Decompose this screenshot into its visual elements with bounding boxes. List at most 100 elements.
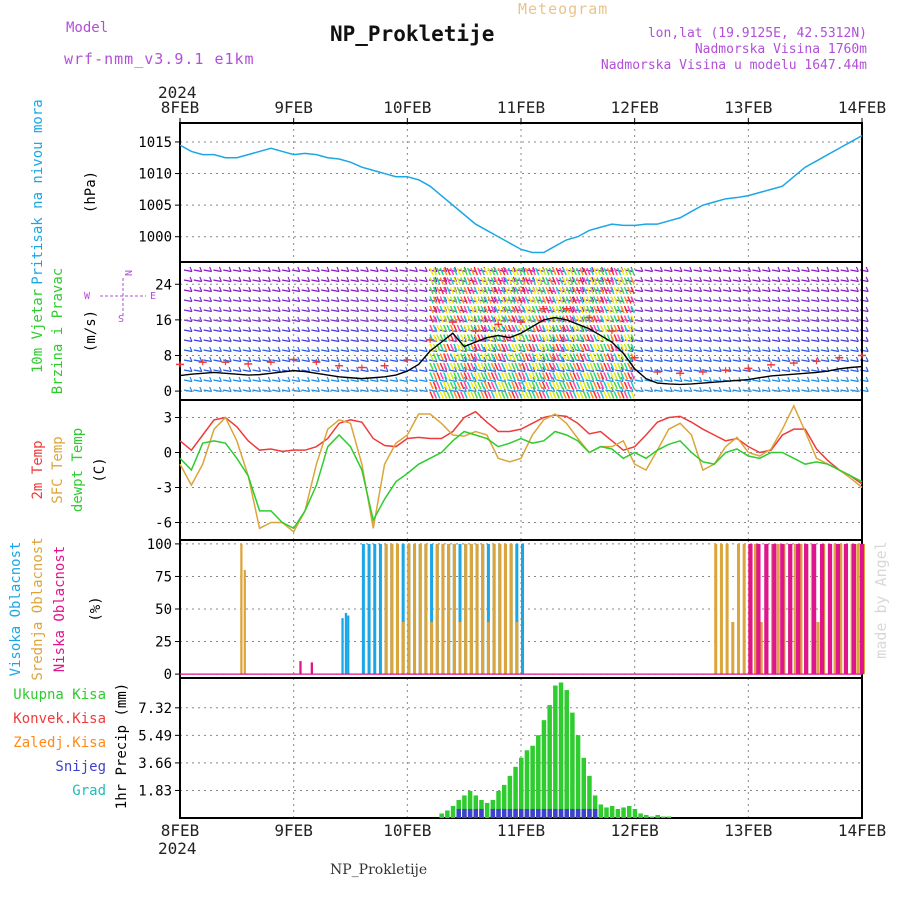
wind-barb [556, 339, 565, 343]
low-cloud-bar [756, 543, 761, 675]
wind-barb-strong [569, 286, 574, 295]
wind-barb-tick [865, 266, 869, 272]
snow-bar [496, 808, 501, 818]
wind-barb-strong [562, 391, 567, 399]
wind-barb [752, 369, 761, 373]
wind-barb-strong [521, 305, 526, 314]
wind-barb-tick [522, 266, 526, 272]
wind-barb-tick [561, 346, 565, 352]
wind-barb-tick [316, 316, 320, 322]
wind-barb [703, 339, 712, 343]
wind-barb-strong [453, 305, 458, 314]
wind-barb-tick [708, 306, 712, 312]
wind-barb-tick [336, 316, 340, 322]
wind-barb-tick [659, 266, 663, 272]
wind-barb [419, 279, 428, 283]
wind-barb-strong [453, 324, 458, 333]
wind-barb [683, 309, 692, 313]
wind-barb-tick [395, 316, 399, 322]
low-cloud-bar [843, 543, 849, 675]
mid-cloud-bar [418, 543, 422, 675]
wind-barb-strong [466, 334, 472, 342]
wind-barb-tick [767, 336, 771, 342]
temp-ylabel-2m: 2m Temp [30, 440, 46, 499]
wind-barb-tick [679, 376, 683, 382]
wind-barb [487, 379, 496, 383]
wind-barb [379, 329, 389, 333]
wind-barb [664, 349, 673, 353]
wind-barb-strong [453, 372, 458, 380]
wind-barb-strong [429, 362, 434, 371]
wind-barb [183, 329, 193, 333]
wind-barb [664, 319, 673, 323]
wind-barb-strong [593, 267, 598, 276]
wind-barb-strong [565, 372, 571, 380]
wind-barb-tick [748, 266, 752, 272]
precip-bar [484, 802, 490, 818]
wind-barb-tick [414, 316, 418, 322]
snow-bar [581, 808, 587, 818]
wind-barb [409, 319, 418, 323]
wind-barb-strong [552, 334, 557, 342]
wind-barb [232, 299, 242, 303]
wind-barb-strong [446, 286, 451, 295]
wind-barb-strong [593, 372, 598, 380]
wind-barb [428, 369, 438, 373]
wind-barb [301, 279, 310, 283]
wind-barb [762, 299, 771, 303]
wind-barb-strong [572, 334, 577, 342]
wind-barb-strong [460, 305, 465, 314]
wind-barb [850, 269, 859, 273]
pressure-ytick-label: 1015 [138, 135, 172, 151]
wind-barb-tick [610, 356, 614, 362]
wind-barb-strong [521, 353, 526, 361]
wind-barb-tick [326, 376, 330, 382]
wind-barb [850, 359, 859, 363]
mid-cloud-bar [492, 543, 496, 675]
wind-barb-tick [708, 286, 712, 292]
wind-barb-tick [846, 376, 850, 382]
station-elevation: Nadmorska Visina 1760m [694, 42, 867, 57]
wind-barb-tick [571, 316, 575, 322]
wind-barb-tick [218, 366, 222, 372]
station-title: NP_Prokletije [330, 22, 495, 46]
wind-barb [673, 349, 683, 353]
wind-barb-tick [316, 286, 320, 292]
mid-cloud-bar [515, 622, 519, 675]
wind-barb [673, 269, 683, 273]
wind-barb [781, 269, 790, 273]
wind-barb-tick [689, 376, 693, 382]
wind-barb [820, 359, 830, 363]
wind-barb [438, 369, 447, 373]
wind-barb-tick [297, 306, 301, 312]
wind-barb-strong [477, 324, 482, 333]
wind-barb-tick [473, 356, 477, 362]
wind-barb-tick [385, 366, 389, 372]
wind-barb-tick [346, 366, 350, 372]
wind-barb-strong [531, 381, 537, 390]
wind-barb-strong [555, 334, 560, 342]
wind-barb [272, 279, 281, 283]
wind-barb-tick [209, 336, 213, 342]
wind-barb-strong [613, 305, 618, 314]
wind-barb [840, 309, 849, 313]
wind-barb-tick [424, 276, 428, 282]
wind-barb [664, 359, 673, 363]
wind-barb-tick [630, 386, 634, 392]
wind-barb-tick [267, 276, 271, 282]
wind-barb-tick [316, 336, 320, 342]
wind-barb-tick [248, 346, 252, 352]
wind-barb-strong [558, 286, 564, 295]
wind-barb-tick [248, 306, 252, 312]
wind-barb-tick [610, 376, 614, 382]
wind-barb-strong [603, 305, 608, 314]
temperature-ytick-label: 0 [164, 446, 172, 462]
wind-barb [203, 329, 212, 333]
wind-barb-strong [453, 286, 458, 295]
wind-barb [370, 279, 379, 283]
wind-barb-tick [189, 386, 193, 392]
wind-barb-strong [483, 372, 489, 380]
wind-barb-tick [777, 336, 781, 342]
wind-barb-strong [531, 334, 537, 342]
